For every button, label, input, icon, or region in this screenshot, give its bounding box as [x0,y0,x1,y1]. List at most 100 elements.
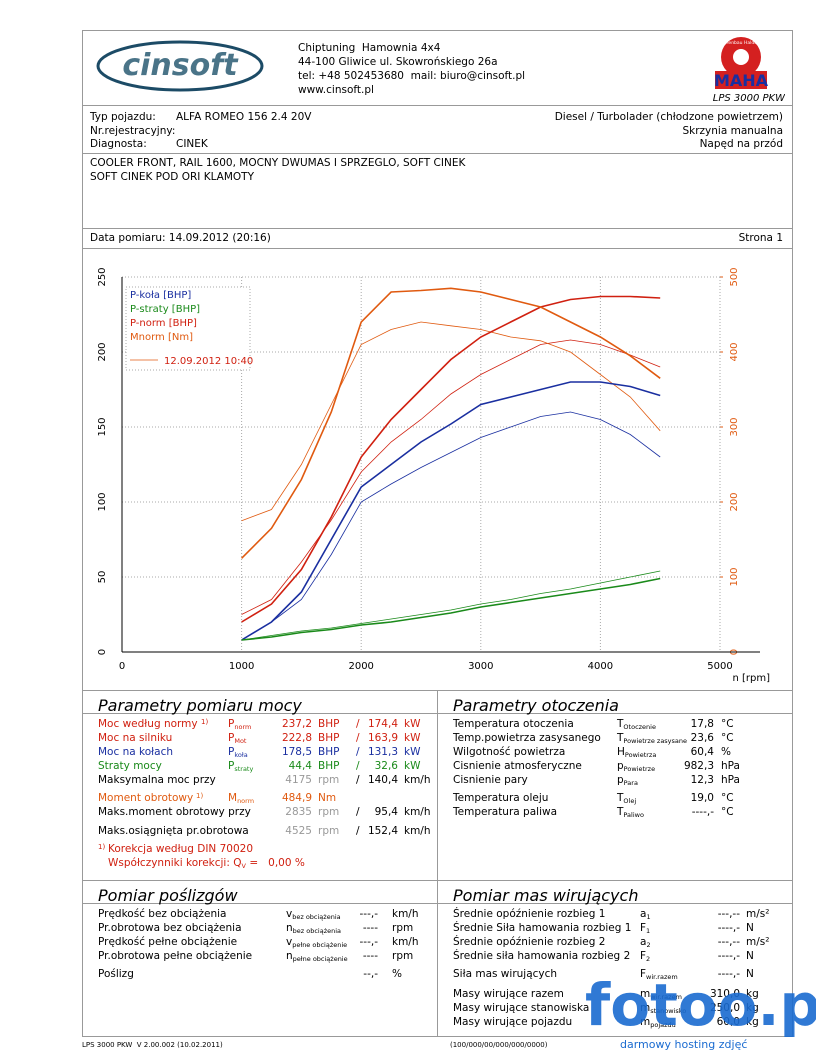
subscript: Paliwo [623,811,644,819]
param-unit: rpm [392,922,414,934]
separator: / [356,718,360,730]
param-symbol: Pstraty [228,759,253,776]
symbol: a [640,936,647,948]
param-value: ---- [362,950,378,962]
date: Data pomiaru: 14.09.2012 (20:16) [90,232,271,244]
param-unit: rpm [318,825,340,837]
y2-tick-label: 500 [729,267,740,286]
footnote-mark: 1) [201,718,209,726]
param-label: Temperatura oleju [453,792,549,804]
param-label: Prędkość bez obciążenia [98,908,227,920]
param-value: ---,- [359,936,379,948]
param-value: 174,4 [367,718,398,730]
param-label: Średnie Siła hamowania rozbieg 1 [453,922,632,934]
param-value: ---- [362,922,378,934]
symbol: H [617,746,625,758]
param-value: 484,9 [281,792,312,804]
section-title: Pomiar mas wirujących [453,886,639,905]
y-tick-label: 200 [97,342,108,361]
symbol: T [617,792,624,804]
y2-tick-label: 300 [729,417,740,436]
param-symbol: mpojazdu [640,1015,676,1032]
subscript: 1 [646,913,651,921]
subscript: norm [237,797,255,805]
param-unit: °C [721,806,734,818]
subscript: Powietrze zasysane [623,737,688,745]
section-title: Parametry otoczenia [453,696,619,715]
separator: / [356,774,360,786]
rule [82,248,792,249]
separator: / [356,806,360,818]
rule [82,105,792,106]
param-unit: kW [404,760,421,772]
param-label: Maks.osiągnięta pr.obrotowa [98,825,249,837]
param-unit: kW [404,746,421,758]
y-tick-label: 0 [97,649,108,655]
symbol: m [640,988,651,1000]
subscript: pojazdu [650,1021,676,1029]
param-label: Siła mas wirujących [453,968,558,980]
logo-text: cinsoft [122,48,239,83]
subscript: Mot [234,737,247,745]
param-symbol: HPowietrza [617,745,656,762]
correction-value: = 0,00 % [246,857,305,869]
param-value: 32,6 [374,760,398,772]
symbol: v [286,936,293,948]
rule [437,690,438,1036]
param-label: Prędkość pełne obciążenie [98,936,238,948]
param-unit: BHP [318,732,340,744]
param-unit: °C [721,732,734,744]
x-tick-label: 1000 [229,661,254,672]
footer: LPS 3000 PKW V 2.00.002 (10.02.2011) [82,1041,223,1049]
logo-ring: Maschinenbau Haldenwang [710,40,772,46]
param-unit: rpm [392,950,414,962]
subscript: bez obciążenia [292,913,341,921]
param-value: 44,4 [288,760,312,772]
rule [82,228,792,229]
x-tick-label: 2000 [348,661,373,672]
company-line: Chiptuning Hamownia 4x4 [298,42,441,54]
param-unit: N [746,950,754,962]
symbol: p [617,774,624,786]
symbol: P [228,760,235,772]
param-symbol: TOtoczenie [617,717,656,734]
symbol: n [286,950,293,962]
watermark-caption: darmowy hosting zdjęć [620,1038,748,1051]
param-unit: rpm [318,774,340,786]
field-value: Skrzynia manualna [682,124,783,137]
y2-tick-label: 100 [729,567,740,586]
x-tick-label: 4000 [588,661,613,672]
subscript: Para [623,779,638,787]
subscript: wir.razem [646,973,678,981]
field-value: Diesel / Turbolader (chłodzone powietrze… [554,111,783,123]
param-label: Moment obrotowy [98,792,194,804]
param-value: 178,5 [281,746,312,758]
section-title: Pomiar poślizgów [98,886,238,905]
param-value: --,- [363,968,378,980]
field-value: CINEK [176,138,208,150]
param-unit: BHP [318,718,340,730]
field-value: ALFA ROMEO 156 2.4 20V [176,111,312,123]
x-tick-label: 5000 [707,661,732,672]
field-label: Diagnosta: [90,138,147,150]
y-tick-label: 150 [97,417,108,436]
subscript: Powietrza [624,751,657,759]
subscript: pełne obciążenie [292,941,348,949]
y-tick-label: 100 [97,492,108,511]
legend-entry: 12.09.2012 10:40 [164,356,253,367]
cinsoft-logo: cinsoft [96,40,264,92]
param-symbol: TPaliwo [617,805,644,822]
param-value: 250,0 [709,1002,740,1014]
param-symbol: mstanowisko [640,1001,686,1018]
param-unit: N [746,968,754,980]
param-unit: kg [746,1016,759,1028]
separator: / [356,746,360,758]
param-label: Pr.obrotowa pełne obciążenie [98,950,253,962]
y-tick-label: 250 [97,267,108,286]
x-tick-label: 3000 [468,661,493,672]
param-value: 163,9 [367,732,398,744]
param-value: ----,- [717,968,740,980]
param-value: 152,4 [367,825,398,837]
series-line [241,577,661,641]
